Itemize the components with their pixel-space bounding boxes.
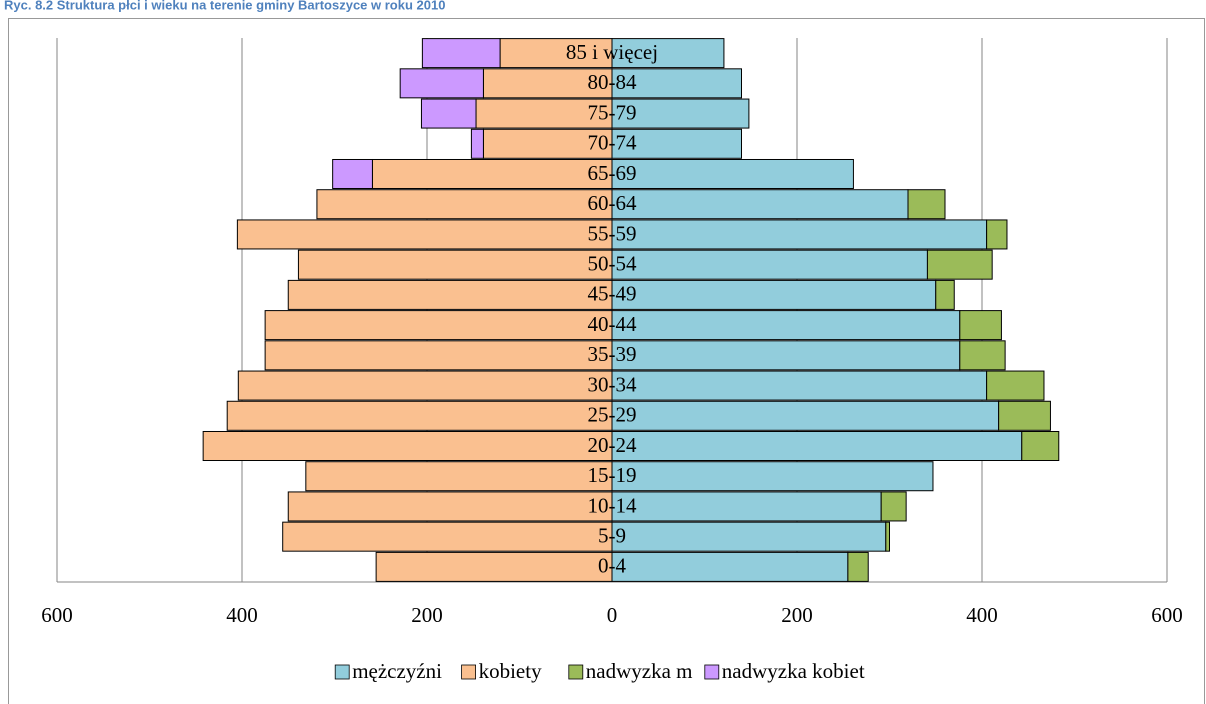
bar [482,68,613,99]
bar [202,430,613,462]
category-label: 20-24 [588,433,637,457]
bar [907,189,946,220]
category-label: 5-9 [598,523,626,547]
bar [226,400,613,431]
bar [611,491,882,522]
category-label: 25-29 [588,403,637,427]
x-tick-label: 600 [1151,603,1183,627]
legend-swatch [568,664,584,680]
category-label: 35-39 [588,342,637,366]
chart-frame [8,18,1205,704]
x-tick-label: 200 [411,603,443,627]
chart-title: Ryc. 8.2 Struktura płci i wieku na teren… [4,0,445,12]
bar [611,461,934,492]
bar [611,400,1000,431]
legend-label: nadwyzka m [586,659,693,683]
bar [986,370,1045,401]
bar [986,219,1008,250]
bar [332,158,373,190]
bar [611,128,742,159]
bar [264,340,613,371]
bar [611,98,750,129]
bar [611,68,742,99]
bar [885,521,890,552]
bar [371,158,613,190]
bar [264,310,613,341]
bar [287,279,613,310]
category-label: 0-4 [598,554,626,578]
x-tick-label: 0 [607,603,618,627]
category-label: 10-14 [588,493,637,517]
legend-label: kobiety [479,659,542,683]
bar [611,310,961,341]
bar [935,279,955,310]
category-label: 80-84 [588,70,637,94]
bar [282,521,613,552]
bar [470,128,484,159]
bar [287,491,613,522]
bar [399,68,484,99]
bar [611,189,909,220]
legend-label: mężczyźni [352,659,442,683]
bar [297,249,613,280]
x-tick-label: 600 [41,603,73,627]
bar [421,38,501,69]
legend-swatch [461,664,477,680]
bar [611,551,849,582]
category-label: 30-34 [588,372,637,396]
bar [611,370,988,401]
bar [375,551,613,582]
bar [316,189,613,220]
category-label: 60-64 [588,191,637,215]
category-label: 65-69 [588,161,637,185]
bar [236,219,613,250]
x-tick-label: 400 [966,603,998,627]
category-label: 50-54 [588,251,637,275]
bar [611,340,961,371]
legend-swatch [704,664,720,680]
bar [611,279,937,310]
category-label: 55-59 [588,221,637,245]
category-label: 85 i więcej [566,40,658,64]
bar [611,521,887,552]
bar [499,38,613,69]
bar [611,158,854,190]
bar [611,249,928,280]
bar [475,98,613,129]
legend-swatch [334,664,350,680]
bar [611,38,725,69]
category-label: 45-49 [588,282,637,306]
bar [237,370,613,401]
bar [959,340,1006,371]
bar [305,461,613,492]
bar [611,219,988,250]
bar [998,400,1051,431]
legend-label: nadwyzka kobiet [722,659,865,683]
bar [1021,430,1060,462]
category-label: 75-79 [588,100,637,124]
bar [926,249,993,280]
x-tick-label: 200 [781,603,813,627]
x-tick-label: 400 [226,603,258,627]
category-label: 15-19 [588,463,637,487]
category-label: 40-44 [588,312,637,336]
bar [880,491,907,522]
bar [847,551,869,582]
bar [420,98,477,129]
bar [959,310,1002,341]
category-label: 70-74 [588,131,637,155]
bar [611,430,1023,462]
